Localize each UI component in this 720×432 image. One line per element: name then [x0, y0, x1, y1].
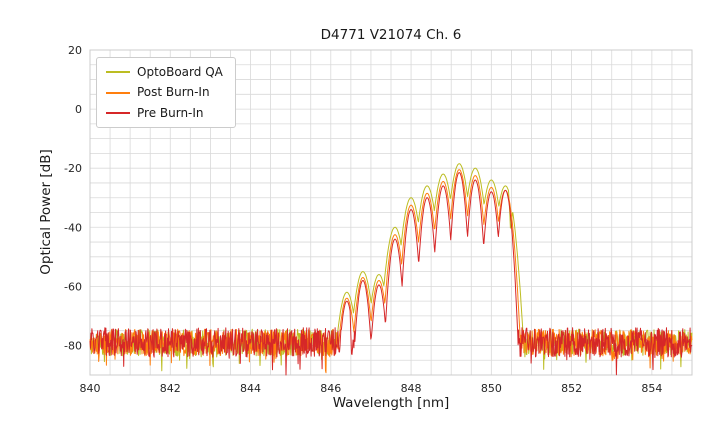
x-axis-label: Wavelength [nm] — [332, 395, 450, 411]
legend-line-post-burn-in — [106, 91, 130, 94]
x-tick-label: 842 — [160, 382, 181, 395]
x-tick-label: 850 — [481, 382, 502, 395]
chart-title: D4771 V21074 Ch. 6 — [320, 27, 462, 43]
x-tick-label: 852 — [561, 382, 582, 395]
x-tick-label: 840 — [80, 382, 101, 395]
series-line-pre-burn-in — [89, 172, 693, 376]
legend: OptoBoard QA Post Burn-In Pre Burn-In — [96, 57, 236, 129]
x-tick-label: 848 — [401, 382, 422, 395]
legend-item-optoboard-qa: OptoBoard QA — [106, 65, 223, 79]
x-tick-label: 846 — [320, 382, 341, 395]
y-tick-label: 20 — [68, 44, 82, 57]
legend-label-pre-burn-in: Pre Burn-In — [137, 105, 204, 120]
legend-line-optoboard-qa — [106, 71, 130, 74]
legend-item-pre-burn-in: Pre Burn-In — [106, 106, 223, 120]
legend-label-post-burn-in: Post Burn-In — [137, 85, 210, 100]
legend-item-post-burn-in: Post Burn-In — [106, 85, 223, 99]
plot-frame — [89, 49, 693, 376]
y-tick-label: -40 — [64, 221, 82, 234]
y-tick-label: -80 — [64, 339, 82, 352]
y-tick-label: -20 — [64, 162, 82, 175]
y-tick-label: 0 — [75, 103, 82, 116]
x-tick-label: 854 — [641, 382, 662, 395]
y-tick-label: -60 — [64, 280, 82, 293]
x-tick-label: 844 — [240, 382, 261, 395]
y-axis-label: Optical Power [dB] — [38, 149, 54, 275]
legend-label-optoboard-qa: OptoBoard QA — [137, 65, 223, 79]
legend-line-pre-burn-in — [106, 111, 130, 114]
